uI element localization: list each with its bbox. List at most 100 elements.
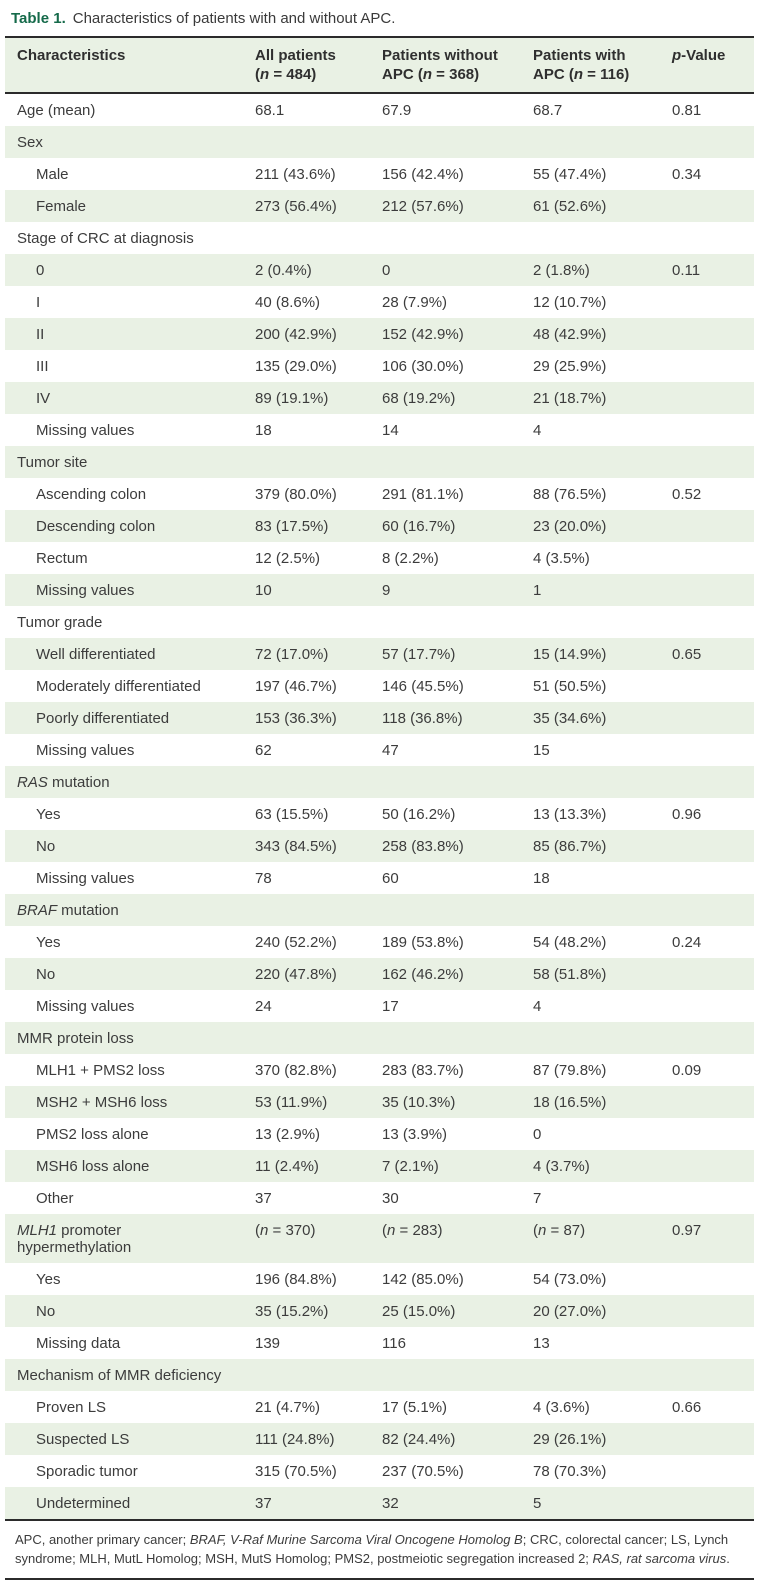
table-cell [672,446,754,478]
text: mutation [57,901,119,919]
row-label: Missing values [5,990,255,1022]
text: mutation [47,773,110,791]
table-cell [533,766,672,798]
row-label: Yes [5,798,255,830]
table-cell: 4 [533,421,542,439]
text: Ascending colon [36,485,147,503]
table-cell: 189 (53.8%) [382,933,464,951]
table-row: Other 37 30 7 [5,1182,754,1214]
text: = 116) [583,66,630,83]
table-row: MLH1 + PMS2 loss 370 (82.8%) 283 (83.7%) 87… [5,1054,754,1086]
table-body: Age (mean) 68.1 67.9 68.7 0.81 Sex Male 211 (43… [5,93,754,1520]
table-row: MSH2 + MSH6 loss 53 (11.9%) 35 (10.3%) 18 (… [5,1086,754,1118]
table-cell: 153 (36.3%) [255,709,337,727]
table-cell: (n = 283) [382,1214,533,1263]
row-label: Missing values [5,574,255,606]
table-cell: 63 (15.5%) [255,805,329,823]
table-cell: 0.81 [672,101,702,119]
row-label: No [5,958,255,990]
table-cell [672,1423,754,1455]
text: Stage of CRC at diagnosis [17,229,194,247]
table-cell: 37 [255,1189,272,1207]
row-label: Poorly differentiated [5,702,255,734]
table-cell: 7 [533,1189,542,1207]
row-label: Yes [5,926,255,958]
table-cell: 4 (3.7%) [533,1157,590,1175]
table-cell: 106 (30.0%) [382,357,464,375]
row-label: No [5,1295,255,1327]
text: No [36,965,56,983]
table-row: Missing values 78 60 18 [5,862,754,894]
text: = 368) [432,66,480,83]
text: I [36,293,41,311]
table-cell: 18 [533,869,550,887]
table-row: Yes 240 (52.2%) 189 (53.8%) 54 (48.2%) 0.24 [5,926,754,958]
table-cell: 315 (70.5%) [255,1462,337,1480]
table-cell: 156 (42.4%) [382,165,464,183]
table-cell [382,126,533,158]
table-cell: 273 (56.4%) [255,197,337,215]
table-cell: 85 (86.7%) [533,837,607,855]
table-cell: 240 (52.2%) [255,933,337,951]
table-row: Rectum 12 (2.5%) 8 (2.2%) 4 (3.5%) [5,542,754,574]
italic-text: p [672,47,682,64]
italic-text: n [573,66,584,83]
table-cell: 220 (47.8%) [255,965,337,983]
row-label: Yes [5,1263,255,1295]
column-header: All patients (n = 484) [255,37,382,94]
table-cell: 68.7 [533,101,563,119]
row-label: Ascending colon [5,478,255,510]
table-cell: 197 (46.7%) [255,677,337,695]
table-cell [255,222,382,254]
table-cell: 35 (10.3%) [382,1093,456,1111]
text: MSH2 + MSH6 loss [36,1093,168,1111]
table-cell [672,734,754,766]
table-cell: 0.65 [672,645,702,663]
table-row: Missing values 10 9 1 [5,574,754,606]
table-cell: 162 (46.2%) [382,965,464,983]
table-cell: 54 (73.0%) [533,1270,607,1288]
table-row: No 220 (47.8%) 162 (46.2%) 58 (51.8%) [5,958,754,990]
table-row: Moderately differentiated 197 (46.7%) 146 … [5,670,754,702]
table-cell [672,606,754,638]
table-cell: 67.9 [382,101,412,119]
table-cell: 9 [382,581,391,599]
table-cell: 370 (82.8%) [255,1061,337,1079]
table-cell: 0 [382,261,391,279]
table-cell: 55 (47.4%) [533,165,607,183]
table-row: 0 2 (0.4%) 0 2 (1.8%) 0.11 [5,254,754,286]
text: ; CRC, colorectal cancer; LS, Lynch synd… [15,1532,729,1566]
table-cell: 51 (50.5%) [533,677,607,695]
table-cell: 258 (83.8%) [382,837,464,855]
column-header: Patients with APC (n = 116) [533,37,672,94]
text: = 87) [546,1221,586,1239]
table-cell [672,350,754,382]
table-cell: 13 (2.9%) [255,1125,321,1143]
text: Other [36,1189,74,1207]
table-cell [672,382,754,414]
text: No [36,837,56,855]
table-cell: 62 [255,741,272,759]
table-cell: 78 [255,869,272,887]
table-header: Characteristics All patients (n = 484) Pati… [5,37,754,94]
table-cell: 48 (42.9%) [533,325,607,343]
text: ( [533,1221,538,1239]
table-row: BRAF mutation [5,894,754,926]
row-label: Missing data [5,1327,255,1359]
text: hypermethylation [17,1238,132,1256]
table-row: Sporadic tumor 315 (70.5%) 237 (70.5%) 78 (… [5,1455,754,1487]
table-cell [672,510,754,542]
text: Tumor site [17,453,88,471]
text: PMS2 loss alone [36,1125,149,1143]
table-cell: 237 (70.5%) [382,1462,464,1480]
table-cell [672,1359,754,1391]
table-cell [672,190,754,222]
table-row: I 40 (8.6%) 28 (7.9%) 12 (10.7%) [5,286,754,318]
row-label: 0 [5,254,255,286]
table-cell: 1 [533,581,542,599]
row-label: Proven LS [5,1391,255,1423]
row-label: Tumor site [5,446,255,478]
text: Yes [36,1270,61,1288]
table-cell [533,606,672,638]
table-cell: 4 (3.5%) [533,549,590,567]
